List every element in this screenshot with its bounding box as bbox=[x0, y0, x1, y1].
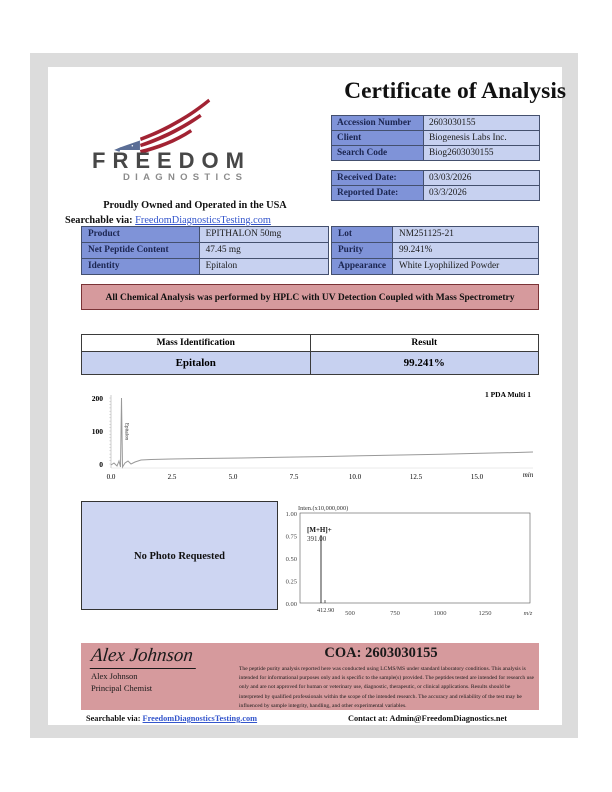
svg-text:412.90: 412.90 bbox=[317, 607, 334, 614]
svg-text:1.00: 1.00 bbox=[286, 511, 297, 518]
svg-text:0.0: 0.0 bbox=[107, 473, 116, 481]
svg-text:1000: 1000 bbox=[434, 610, 447, 617]
svg-text:500: 500 bbox=[345, 610, 355, 617]
svg-text:1 PDA Multi 1: 1 PDA Multi 1 bbox=[485, 390, 531, 399]
svg-text:Epitalon: Epitalon bbox=[124, 423, 129, 440]
svg-text:0: 0 bbox=[99, 460, 103, 469]
svg-text:200: 200 bbox=[92, 394, 104, 403]
svg-text:750: 750 bbox=[390, 610, 400, 617]
svg-text:7.5: 7.5 bbox=[290, 473, 299, 481]
svg-text:min: min bbox=[523, 471, 534, 479]
svg-text:100: 100 bbox=[92, 427, 104, 436]
svg-text:1250: 1250 bbox=[479, 610, 492, 617]
svg-text:391.00: 391.00 bbox=[307, 535, 327, 543]
svg-text:[M+H]+: [M+H]+ bbox=[307, 526, 332, 534]
svg-text:15.0: 15.0 bbox=[471, 473, 484, 481]
svg-text:Inten.(x10,000,000): Inten.(x10,000,000) bbox=[298, 505, 348, 512]
svg-text:0.25: 0.25 bbox=[286, 579, 297, 586]
svg-text:m/z: m/z bbox=[524, 610, 533, 617]
svg-text:12.5: 12.5 bbox=[410, 473, 423, 481]
svg-text:0.00: 0.00 bbox=[286, 601, 297, 608]
svg-text:5.0: 5.0 bbox=[229, 473, 238, 481]
svg-text:10.0: 10.0 bbox=[349, 473, 362, 481]
svg-text:0.75: 0.75 bbox=[286, 534, 297, 541]
svg-text:0.50: 0.50 bbox=[286, 556, 297, 563]
svg-text:2.5: 2.5 bbox=[168, 473, 177, 481]
